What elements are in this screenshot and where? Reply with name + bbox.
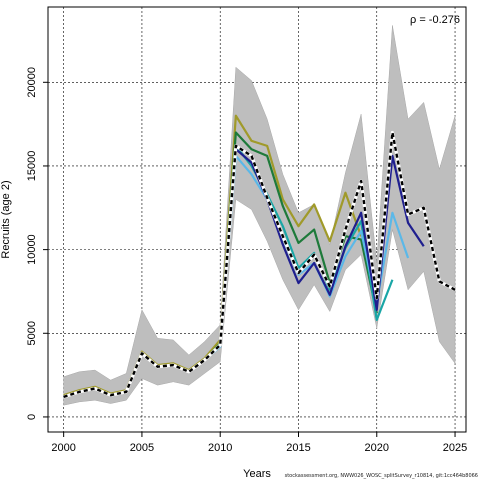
x-tick-label: 2005 [130, 442, 154, 454]
y-tick-label: 15000 [26, 151, 38, 182]
x-tick-label: 2010 [208, 442, 232, 454]
y-axis: 0 5000 10000 15000 20000 [26, 67, 48, 420]
y-tick-label: 0 [26, 414, 38, 420]
plot-frame [47, 6, 467, 433]
y-tick-label: 10000 [26, 234, 38, 265]
y-tick-label: 20000 [26, 67, 38, 98]
rho-annotation: ρ = -0.276 [410, 14, 460, 26]
x-axis-title: Years [243, 468, 271, 480]
series-lines [63, 114, 456, 399]
footnote: stockassessment.org, NWW026_WOSC_splitSu… [285, 473, 478, 479]
series-line-base [63, 131, 456, 399]
confidence-band [63, 25, 456, 406]
y-tick-label: 5000 [26, 321, 38, 345]
confidence-band-area [63, 25, 456, 406]
x-axis: 2000 2005 2010 2015 2020 2025 [51, 432, 467, 454]
series-line-peel5 [63, 114, 363, 397]
x-tick-label: 2020 [365, 442, 389, 454]
x-tick-label: 2000 [51, 442, 75, 454]
y-axis-title: Recruits (age 2) [0, 180, 12, 258]
x-tick-label: 2025 [443, 442, 467, 454]
x-tick-label: 2015 [286, 442, 310, 454]
